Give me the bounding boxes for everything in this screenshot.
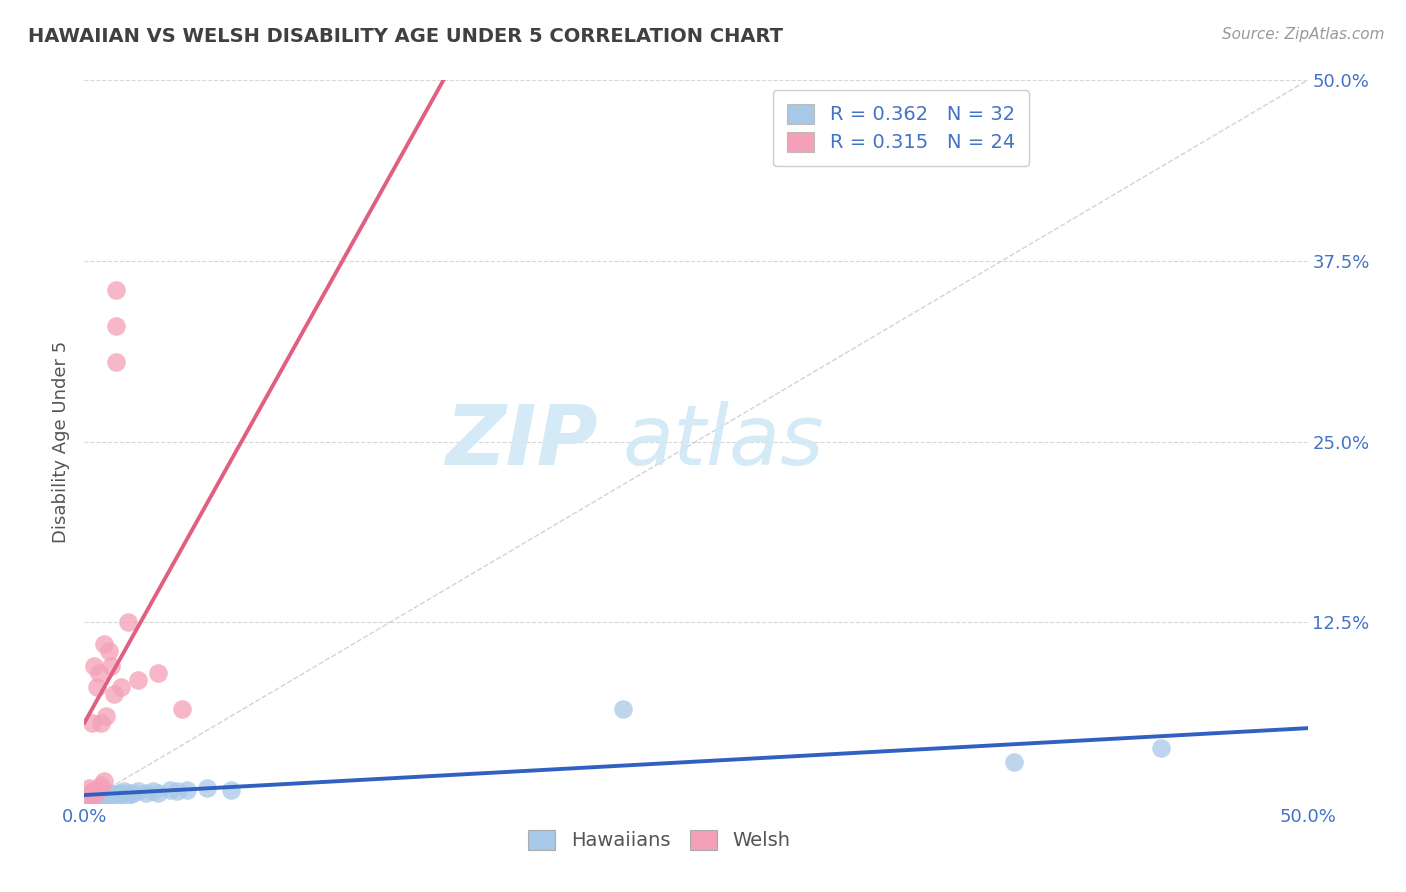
- Text: atlas: atlas: [623, 401, 824, 482]
- Legend: Hawaiians, Welsh: Hawaiians, Welsh: [520, 822, 799, 858]
- Point: [93, 786, 115, 800]
- Point: [87, 781, 110, 796]
- Point: [219, 782, 242, 797]
- Point: [93, 774, 115, 789]
- Point: [612, 702, 634, 716]
- Point: [103, 787, 125, 801]
- Point: [122, 786, 145, 800]
- Point: [166, 784, 188, 798]
- Point: [97, 644, 120, 658]
- Point: [76, 789, 98, 803]
- Point: [112, 784, 135, 798]
- Point: [86, 680, 108, 694]
- Point: [86, 790, 108, 805]
- Point: [146, 665, 169, 680]
- Point: [90, 789, 112, 803]
- Text: ZIP: ZIP: [446, 401, 598, 482]
- Point: [77, 781, 100, 796]
- Point: [80, 716, 103, 731]
- Point: [110, 680, 132, 694]
- Point: [1002, 756, 1025, 770]
- Point: [87, 665, 110, 680]
- Point: [100, 658, 122, 673]
- Y-axis label: Disability Age Under 5: Disability Age Under 5: [52, 341, 70, 542]
- Point: [195, 781, 218, 796]
- Point: [127, 784, 149, 798]
- Point: [176, 782, 198, 797]
- Point: [115, 789, 138, 803]
- Point: [83, 658, 105, 673]
- Point: [146, 786, 169, 800]
- Point: [117, 786, 139, 800]
- Point: [90, 779, 112, 793]
- Point: [100, 786, 122, 800]
- Point: [117, 615, 139, 630]
- Point: [93, 637, 115, 651]
- Point: [110, 787, 132, 801]
- Point: [87, 787, 110, 801]
- Point: [105, 318, 128, 333]
- Point: [1150, 740, 1173, 755]
- Point: [86, 784, 108, 798]
- Point: [96, 709, 118, 723]
- Point: [159, 782, 181, 797]
- Point: [172, 702, 194, 716]
- Point: [103, 687, 125, 701]
- Point: [142, 784, 165, 798]
- Point: [77, 787, 100, 801]
- Point: [105, 355, 128, 369]
- Point: [97, 787, 120, 801]
- Text: HAWAIIAN VS WELSH DISABILITY AGE UNDER 5 CORRELATION CHART: HAWAIIAN VS WELSH DISABILITY AGE UNDER 5…: [28, 27, 783, 45]
- Point: [105, 283, 128, 297]
- Point: [80, 791, 103, 805]
- Point: [77, 790, 100, 805]
- Text: Source: ZipAtlas.com: Source: ZipAtlas.com: [1222, 27, 1385, 42]
- Point: [80, 784, 103, 798]
- Point: [83, 789, 105, 803]
- Point: [135, 786, 157, 800]
- Point: [83, 789, 105, 803]
- Point: [90, 716, 112, 731]
- Point: [97, 789, 120, 803]
- Point: [127, 673, 149, 687]
- Point: [107, 786, 129, 800]
- Point: [120, 787, 142, 801]
- Point: [105, 789, 128, 803]
- Point: [96, 790, 118, 805]
